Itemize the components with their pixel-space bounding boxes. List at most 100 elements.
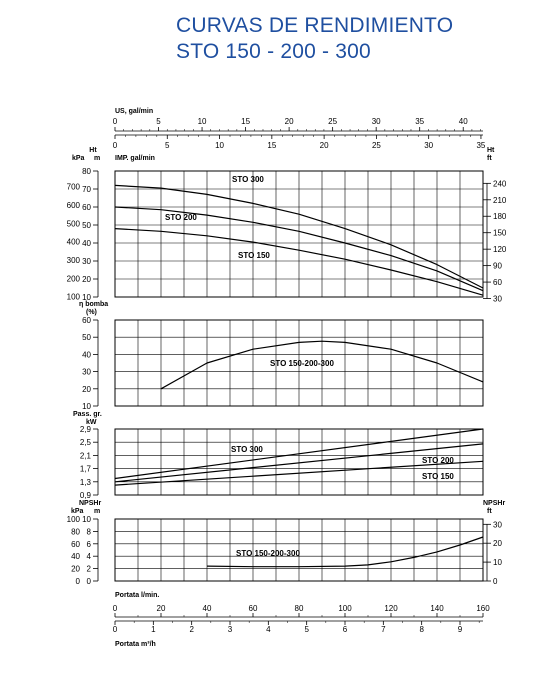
lmin-tick-label: 80: [295, 604, 304, 613]
power-series-line-2: [114, 460, 484, 486]
efficiency-tick-label: 30: [82, 368, 91, 377]
lmin-tick-label: 140: [430, 604, 444, 613]
npsh-left-unit-kpa: kPa: [71, 508, 84, 515]
imp-gpm-tick-label: 5: [165, 141, 170, 150]
us-gpm-tick-label: 35: [415, 117, 424, 126]
npsh-left-label: NPSHr: [79, 500, 101, 507]
head-left-unit-label: Ht: [89, 147, 97, 154]
imp-gpm-tick-label: 10: [215, 141, 224, 150]
head-ft-tick-label: 150: [493, 229, 507, 238]
m3h-axis-label: Portata m³/h: [115, 641, 156, 648]
npsh-kpa-tick-label: 40: [71, 552, 80, 561]
head-kpa-tick-label: 300: [67, 256, 81, 265]
lmin-tick-label: 0: [113, 604, 118, 613]
power-axis-unit: kW: [86, 419, 97, 426]
power-tick-label: 2,9: [80, 425, 92, 434]
us-gpm-tick-label: 10: [198, 117, 207, 126]
npsh-ft-tick-label: 10: [493, 558, 502, 567]
head-left-unit-kpa: kPa: [72, 155, 85, 162]
m3h-tick-label: 6: [343, 625, 348, 634]
head-series-line-0: [114, 184, 484, 289]
efficiency-tick-label: 60: [82, 316, 91, 325]
head-ft-tick-label: 240: [493, 179, 507, 188]
npsh-m-tick-label: 4: [87, 552, 92, 561]
head-ft-tick-label: 120: [493, 245, 507, 254]
head-series-label-sto300: STO 300: [232, 175, 264, 184]
head-ft-tick-label: 90: [493, 262, 502, 271]
head-m-tick-label: 20: [82, 275, 91, 284]
efficiency-tick-label: 10: [82, 402, 91, 411]
npsh-m-tick-label: 10: [82, 515, 91, 524]
npsh-right-unit-ft: ft: [487, 508, 492, 515]
npsh-kpa-tick-label: 60: [71, 540, 80, 549]
head-m-tick-label: 70: [82, 185, 91, 194]
head-ft-tick-label: 30: [493, 295, 502, 304]
npsh-ft-tick-label: 30: [493, 520, 502, 529]
imp-gpm-axis-label: IMP. gal/min: [115, 155, 155, 162]
imp-gpm-tick-label: 0: [113, 141, 118, 150]
us-gpm-tick-label: 25: [328, 117, 337, 126]
m3h-tick-label: 1: [151, 625, 156, 634]
us-gpm-tick-label: 30: [372, 117, 381, 126]
npsh-kpa-tick-label: 80: [71, 527, 80, 536]
head-ft-tick-label: 180: [493, 212, 507, 221]
npsh-m-tick-label: 6: [87, 540, 92, 549]
m3h-tick-label: 2: [189, 625, 194, 634]
m3h-tick-label: 5: [304, 625, 309, 634]
head-left-unit-m: m: [94, 155, 100, 162]
efficiency-tick-label: 40: [82, 350, 91, 359]
head-m-tick-label: 30: [82, 257, 91, 266]
head-right-unit-label: Ht: [487, 147, 495, 154]
m3h-tick-label: 4: [266, 625, 271, 634]
power-tick-label: 1,7: [80, 465, 92, 474]
head-right-unit-ft: ft: [487, 155, 492, 162]
head-kpa-tick-label: 700: [67, 183, 81, 192]
imp-gpm-tick-label: 30: [424, 141, 433, 150]
efficiency-tick-label: 50: [82, 333, 91, 342]
head-m-tick-label: 40: [82, 239, 91, 248]
head-kpa-tick-label: 400: [67, 238, 81, 247]
head-series-line-2: [114, 228, 484, 296]
head-kpa-tick-label: 500: [67, 219, 81, 228]
power-series-line-0: [114, 428, 484, 480]
lmin-tick-label: 40: [203, 604, 212, 613]
head-m-tick-label: 80: [82, 167, 91, 176]
imp-gpm-tick-label: 35: [476, 141, 485, 150]
lmin-tick-label: 20: [157, 604, 166, 613]
npsh-ft-tick-label: 20: [493, 539, 502, 548]
us-gpm-tick-label: 5: [156, 117, 161, 126]
head-ft-tick-label: 60: [493, 278, 502, 287]
power-tick-label: 1,3: [80, 478, 92, 487]
npsh-series-label: STO 150-200-300: [236, 549, 300, 558]
us-gpm-tick-label: 0: [113, 117, 118, 126]
npsh-m-tick-label: 8: [87, 527, 92, 536]
us-gpm-tick-label: 15: [241, 117, 250, 126]
power-tick-label: 2,1: [80, 451, 92, 460]
m3h-tick-label: 3: [228, 625, 233, 634]
npsh-m-tick-label: 0: [87, 577, 92, 586]
power-axis-label: Pass. gr.: [73, 411, 102, 418]
head-series-label-sto150: STO 150: [238, 251, 270, 260]
head-series-label-sto200: STO 200: [165, 213, 197, 222]
efficiency-series-line-0: [160, 340, 484, 390]
us-gpm-tick-label: 40: [459, 117, 468, 126]
head-m-tick-label: 10: [82, 293, 91, 302]
lmin-axis-label: Portata l/min.: [115, 592, 159, 599]
head-m-tick-label: 50: [82, 221, 91, 230]
chart-subtitle: STO 150 - 200 - 300: [176, 40, 371, 63]
m3h-tick-label: 8: [419, 625, 424, 634]
power-series-line-1: [114, 443, 484, 483]
head-kpa-tick-label: 100: [67, 293, 81, 302]
power-series-label-sto300: STO 300: [231, 445, 263, 454]
npsh-series-line-0: [206, 536, 484, 568]
lmin-tick-label: 160: [476, 604, 490, 613]
head-kpa-tick-label: 600: [67, 201, 81, 210]
efficiency-axis-unit: (%): [86, 309, 97, 316]
npsh-m-tick-label: 2: [87, 565, 92, 574]
head-series-line-1: [114, 206, 484, 292]
imp-gpm-tick-label: 25: [372, 141, 381, 150]
chart-title: CURVAS DE RENDIMIENTO: [176, 14, 454, 37]
efficiency-tick-label: 20: [82, 385, 91, 394]
head-ft-tick-label: 210: [493, 196, 507, 205]
